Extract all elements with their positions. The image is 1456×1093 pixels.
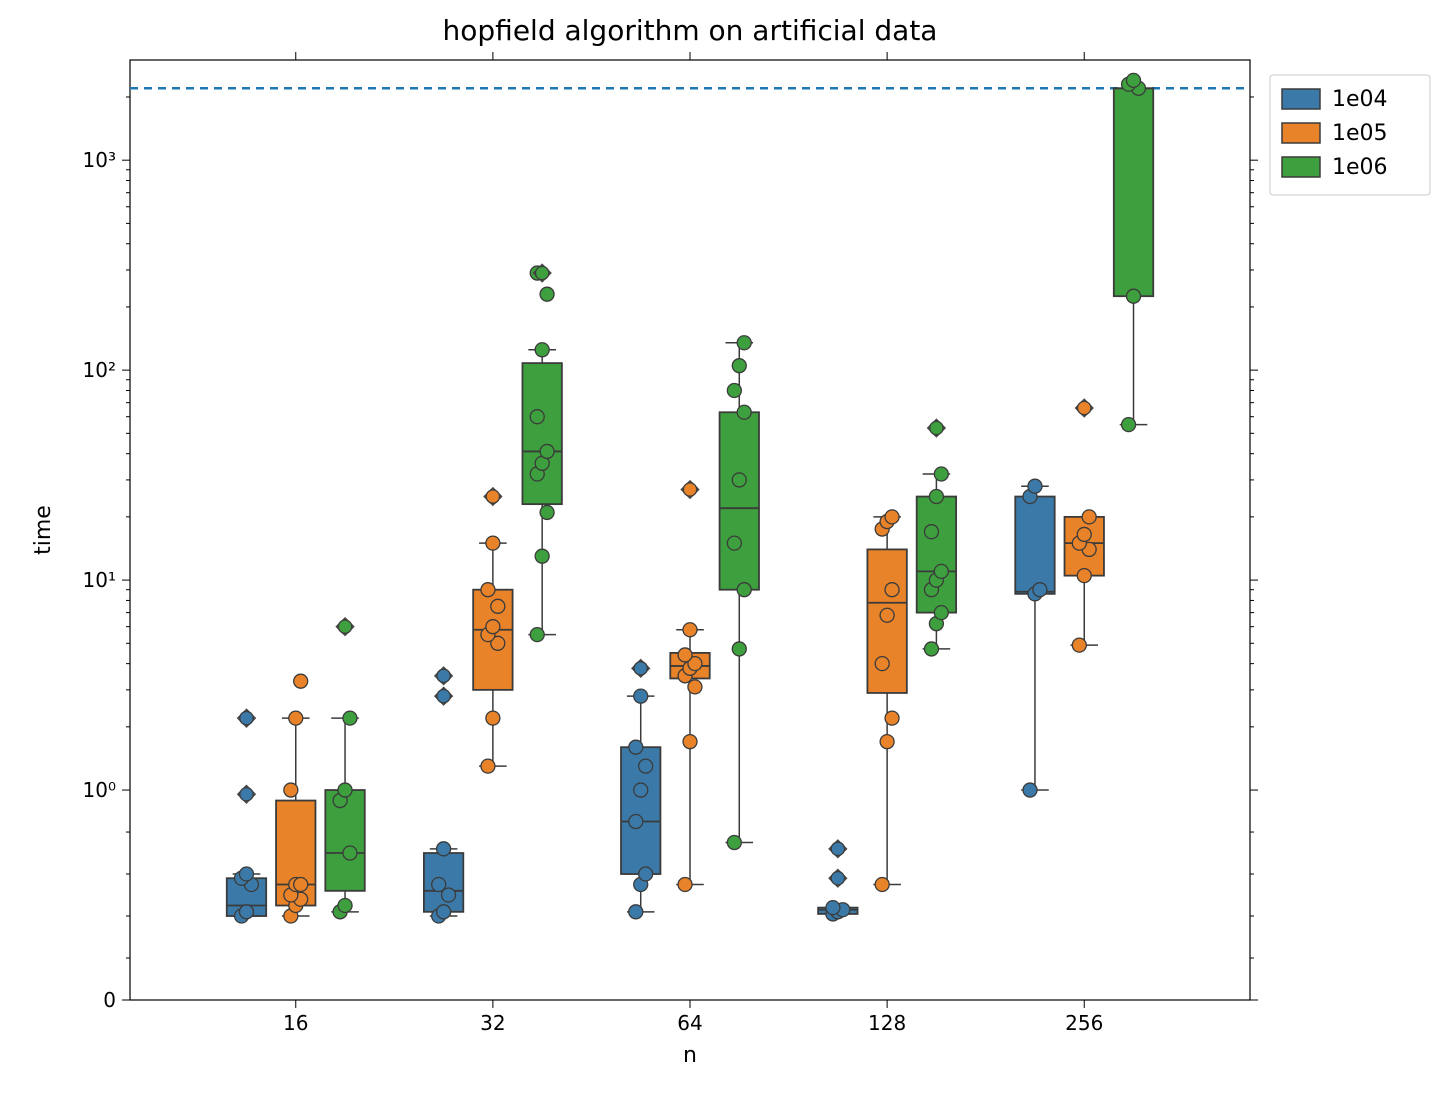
data-point (880, 735, 894, 749)
data-point (629, 740, 643, 754)
data-point (530, 628, 544, 642)
data-point (338, 783, 352, 797)
boxplot-chart: 0 10⁰ 10¹ 10² 10³ 16 32 64 128 256 n time hopfield a… (0, 0, 1456, 1093)
svg-text:256: 256 (1065, 1011, 1103, 1035)
data-point (826, 901, 840, 915)
data-point (486, 711, 500, 725)
data-point (678, 648, 692, 662)
data-point (338, 899, 352, 913)
svg-text:16: 16 (283, 1011, 308, 1035)
svg-text:10²: 10² (83, 358, 116, 382)
chart-title: hopfield algorithm on artificial data (443, 14, 938, 47)
data-point (1072, 638, 1086, 652)
data-point (432, 878, 446, 892)
svg-text:10³: 10³ (83, 148, 116, 172)
data-point (343, 711, 357, 725)
data-point (481, 759, 495, 773)
svg-text:0: 0 (103, 988, 116, 1012)
data-point (678, 878, 692, 892)
svg-text:128: 128 (868, 1011, 906, 1035)
data-point (634, 689, 648, 703)
data-point (727, 536, 741, 550)
data-point (934, 564, 948, 578)
data-point (540, 505, 554, 519)
data-point (737, 336, 751, 350)
data-point (540, 287, 554, 301)
legend-label-1e05: 1e05 (1332, 121, 1388, 146)
svg-text:10⁰: 10⁰ (83, 778, 116, 802)
data-point (875, 878, 889, 892)
data-point (239, 867, 253, 881)
data-point (1122, 418, 1136, 432)
data-point (535, 549, 549, 563)
data-point (732, 473, 746, 487)
data-point (639, 867, 653, 881)
data-point (737, 583, 751, 597)
data-point (437, 905, 451, 919)
svg-text:64: 64 (677, 1011, 702, 1035)
data-point (239, 905, 253, 919)
legend-swatch-1e06 (1282, 157, 1320, 177)
data-point (885, 583, 899, 597)
data-point (727, 836, 741, 850)
data-point (737, 405, 751, 419)
data-point (885, 711, 899, 725)
data-point (880, 608, 894, 622)
data-point (727, 383, 741, 397)
y-axis-label: time (31, 505, 56, 555)
data-point (934, 467, 948, 481)
data-point (481, 583, 495, 597)
data-point (924, 525, 938, 539)
data-point (486, 536, 500, 550)
data-point (1077, 527, 1091, 541)
data-point (1127, 73, 1141, 87)
legend-label-1e06: 1e06 (1332, 155, 1388, 180)
legend-label-1e04: 1e04 (1332, 87, 1388, 112)
data-point (885, 510, 899, 524)
data-point (1028, 479, 1042, 493)
legend: 1e04 1e05 1e06 (1270, 75, 1430, 195)
legend-swatch-1e05 (1282, 123, 1320, 143)
data-point (688, 680, 702, 694)
data-point (929, 490, 943, 504)
data-point (1127, 289, 1141, 303)
data-point (437, 842, 451, 856)
legend-swatch-1e04 (1282, 89, 1320, 109)
data-point (535, 343, 549, 357)
data-point (294, 674, 308, 688)
data-point (289, 711, 303, 725)
data-point (530, 410, 544, 424)
data-point (934, 606, 948, 620)
chart-container: 0 10⁰ 10¹ 10² 10³ 16 32 64 128 256 n time hopfield a… (0, 0, 1456, 1093)
svg-text:32: 32 (480, 1011, 505, 1035)
data-point (683, 735, 697, 749)
data-point (1077, 569, 1091, 583)
data-point (1023, 783, 1037, 797)
data-point (294, 878, 308, 892)
data-point (629, 905, 643, 919)
data-point (491, 599, 505, 613)
data-point (732, 642, 746, 656)
data-point (924, 642, 938, 656)
data-point (639, 759, 653, 773)
data-point (343, 846, 357, 860)
data-point (634, 783, 648, 797)
data-point (1033, 583, 1047, 597)
data-point (1082, 510, 1096, 524)
data-point (732, 359, 746, 373)
data-point (284, 783, 298, 797)
data-point (486, 620, 500, 634)
data-point (875, 657, 889, 671)
svg-text:10¹: 10¹ (83, 568, 116, 592)
data-point (629, 815, 643, 829)
data-point (540, 444, 554, 458)
x-axis-label: n (683, 1043, 697, 1068)
data-point (683, 623, 697, 637)
